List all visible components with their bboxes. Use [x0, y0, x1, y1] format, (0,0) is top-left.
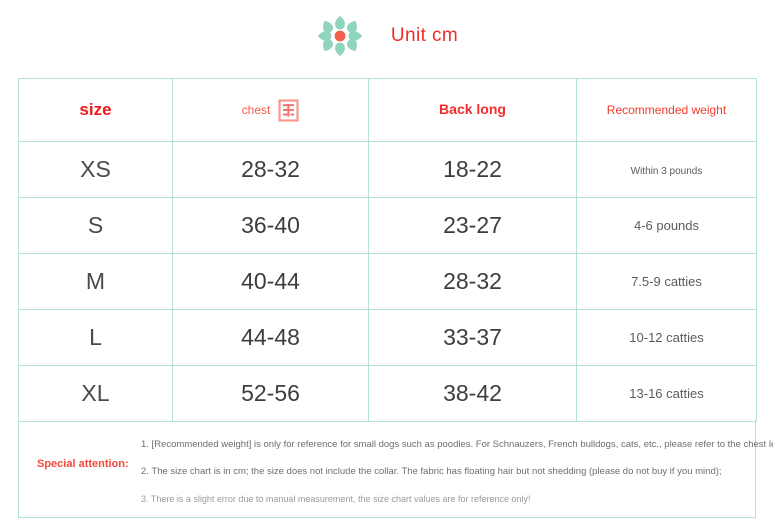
- cell-size: S: [18, 197, 173, 254]
- cell-size-value: XS: [80, 156, 111, 182]
- cell-back-long-value: 33-37: [443, 324, 502, 350]
- table-row: XL 52-56 38-42 13-16 catties: [18, 365, 757, 422]
- title-bar: Unit cm: [0, 8, 773, 64]
- cell-size: M: [18, 253, 173, 310]
- header-cell-chest: chest: [172, 78, 369, 142]
- cell-chest: 44-48: [172, 309, 369, 366]
- note-item: 1. [Recommended weight] is only for refe…: [141, 439, 773, 450]
- cell-size-value: M: [85, 268, 106, 294]
- cell-back-long-value: 38-42: [443, 380, 502, 406]
- cell-size-value: L: [89, 324, 102, 350]
- cell-weight-value: Within 3 pounds: [630, 165, 703, 177]
- cell-back-long-value: 28-32: [443, 268, 502, 294]
- cell-weight: 7.5-9 catties: [576, 253, 757, 310]
- table-row: M 40-44 28-32 7.5-9 catties: [18, 253, 757, 310]
- cell-back-long: 18-22: [368, 141, 577, 198]
- cell-chest-value: 36-40: [241, 212, 300, 238]
- note-item: 2. The size chart is in cm; the size doe…: [141, 466, 722, 477]
- cell-weight: 4-6 pounds: [576, 197, 757, 254]
- note-item: 3. There is a slight error due to manual…: [141, 494, 531, 504]
- table-row: L 44-48 33-37 10-12 catties: [18, 309, 757, 366]
- size-table: size chest: [18, 78, 757, 422]
- cell-back-long: 23-27: [368, 197, 577, 254]
- cell-back-long-value: 23-27: [443, 212, 502, 238]
- flower-icon: [317, 16, 362, 56]
- cell-back-long: 28-32: [368, 253, 577, 310]
- cell-weight-value: 13-16 catties: [629, 385, 704, 401]
- ruler-box-icon: [278, 98, 299, 122]
- cell-size-value: S: [87, 212, 104, 238]
- header-label-size: size: [79, 100, 112, 119]
- cell-weight: 13-16 catties: [576, 365, 757, 422]
- cell-chest: 28-32: [172, 141, 369, 198]
- cell-chest-value: 44-48: [241, 324, 300, 350]
- cell-chest: 52-56: [172, 365, 369, 422]
- cell-size-value: XL: [81, 380, 110, 406]
- cell-weight-value: 10-12 catties: [629, 329, 704, 345]
- cell-weight: Within 3 pounds: [576, 141, 757, 198]
- cell-chest: 36-40: [172, 197, 369, 254]
- header-label-back-long: Back long: [439, 101, 506, 117]
- header-cell-back-long: Back long: [368, 78, 577, 142]
- cell-weight-value: 4-6 pounds: [633, 217, 700, 233]
- cell-back-long: 33-37: [368, 309, 577, 366]
- header-cell-recommended-weight: Recommended weight: [576, 78, 757, 142]
- header-label-chest: chest: [241, 103, 271, 117]
- header-chest-wrap: chest: [173, 98, 368, 122]
- cell-back-long-value: 18-22: [443, 156, 502, 182]
- cell-size: L: [18, 309, 173, 366]
- special-attention-block: Special attention: 1. [Recommended weigh…: [18, 420, 773, 518]
- cell-back-long: 38-42: [368, 365, 577, 422]
- table-row: S 36-40 23-27 4-6 pounds: [18, 197, 757, 254]
- cell-chest: 40-44: [172, 253, 369, 310]
- cell-size: XS: [18, 141, 173, 198]
- header-cell-size: size: [18, 78, 173, 142]
- header-label-recommended-weight: Recommended weight: [606, 103, 727, 117]
- cell-chest-value: 28-32: [241, 156, 300, 182]
- table-header-row: size chest: [18, 78, 757, 142]
- special-attention-label: Special attention:: [37, 458, 129, 470]
- cell-weight-value: 7.5-9 catties: [631, 273, 702, 289]
- cell-chest-value: 52-56: [241, 380, 300, 406]
- cell-weight: 10-12 catties: [576, 309, 757, 366]
- cell-chest-value: 40-44: [241, 268, 300, 294]
- table-row: XS 28-32 18-22 Within 3 pounds: [18, 141, 757, 198]
- cell-size: XL: [18, 365, 173, 422]
- page-title: Unit cm: [390, 25, 459, 46]
